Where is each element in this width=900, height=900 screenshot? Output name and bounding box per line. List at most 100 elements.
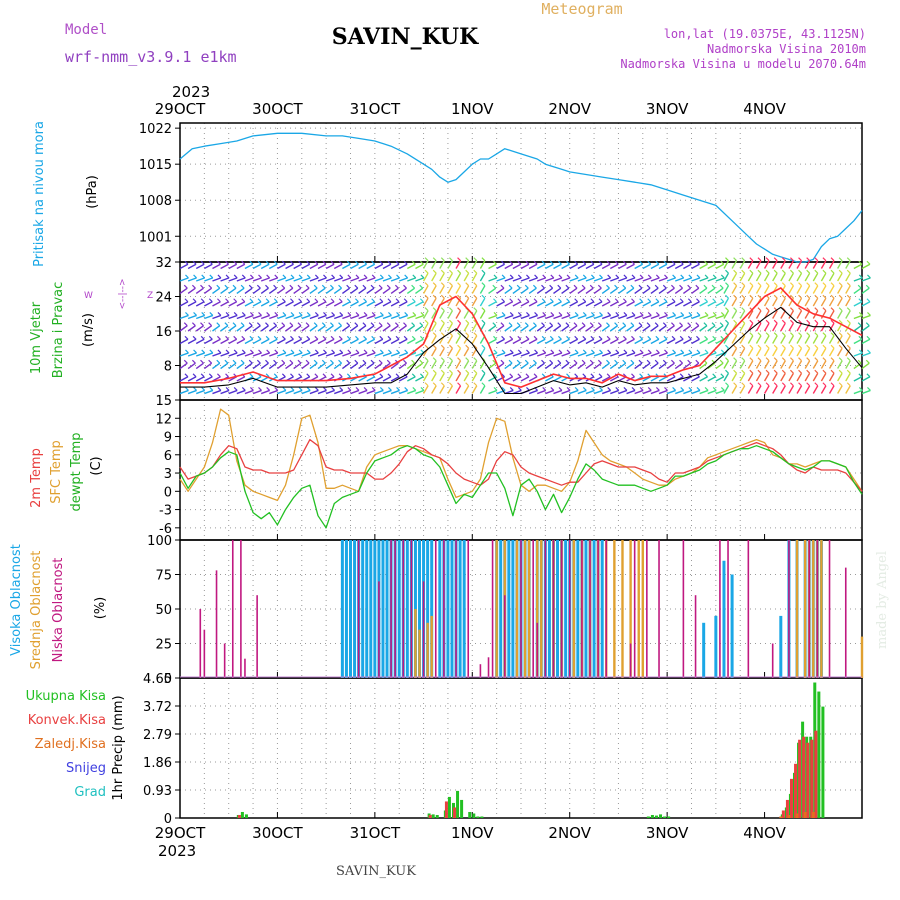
wind-barb [610, 277, 620, 282]
wind-barb-flag [298, 298, 303, 303]
wind-barb-flag [473, 369, 478, 374]
wind-barb-flag [773, 357, 778, 362]
wind-barb-flag [411, 298, 416, 303]
wind-barb [447, 322, 454, 332]
wind-barb [626, 277, 636, 282]
wind-barb [293, 338, 302, 345]
wind-barb-flag [614, 335, 619, 340]
wind-barb-flag [411, 335, 416, 340]
wind-barb-flag [370, 322, 375, 327]
wind-barb [723, 335, 730, 344]
wind-barb-flag [379, 387, 384, 391]
wind-barb-flag [420, 274, 425, 279]
wind-barb [577, 338, 587, 345]
wind-barb [723, 322, 730, 332]
wind-barb [747, 260, 754, 269]
wind-barb-flag [798, 382, 802, 387]
wind-barb [731, 372, 738, 382]
wind-barb-flag [590, 311, 595, 316]
wind-barb-flag [687, 359, 692, 364]
wind-barb [179, 287, 188, 295]
wind-barb-flag [765, 269, 770, 274]
wind-barb-flag [420, 387, 425, 391]
wind-barb [382, 376, 392, 382]
wind-barb [455, 385, 462, 394]
wind-barb-flag [191, 284, 196, 289]
wind-barb-flag [582, 274, 587, 279]
wind-barb-flag [670, 359, 675, 364]
wind-barb [569, 389, 579, 395]
wind-barb-flag [388, 311, 392, 316]
wind-barb [350, 362, 359, 370]
total-precip-bar [476, 816, 480, 818]
wind-barb [390, 263, 400, 270]
total-precip-bar [431, 814, 435, 818]
wind-barb [325, 362, 334, 370]
wind-barb-flag [679, 260, 684, 265]
wind-barb-flag [265, 284, 269, 289]
wind-barb-flag [664, 274, 668, 279]
wind-barb-flag [501, 349, 506, 354]
total-precip-bar [456, 790, 460, 818]
wind-barb [220, 277, 230, 282]
wind-barb [422, 360, 429, 369]
wind-barb [837, 347, 843, 357]
wind-barb-flag [858, 260, 863, 265]
wind-barb [471, 310, 478, 319]
wind-barb-flag [590, 335, 595, 340]
wind-barb-flag [306, 335, 311, 340]
wind-barb-flag [712, 274, 717, 279]
wind-barb-flag [354, 322, 359, 327]
wind-barb-flag [725, 344, 729, 349]
wind-barb-flag [757, 269, 762, 274]
wind-barb-flag [631, 311, 636, 316]
wind-barb-flag [566, 274, 571, 279]
wind-barb-flag [704, 373, 708, 378]
wind-barb-flag [233, 260, 238, 265]
y-tick-label: 32 [155, 256, 172, 271]
wind-barb [577, 362, 586, 370]
wind-barb [504, 301, 514, 307]
wind-barb-flag [606, 335, 611, 340]
wind-barb-flag [814, 257, 819, 262]
wind-barb [837, 360, 843, 369]
wind-barb-flag [322, 373, 327, 378]
wind-barb [334, 352, 343, 357]
wind-barb [755, 285, 762, 294]
wind-barb [325, 277, 335, 282]
wind-barb [755, 335, 762, 344]
wind-barb-flag [355, 335, 359, 340]
wind-barb-flag [258, 311, 262, 316]
wind-barb-flag [858, 274, 863, 279]
wind-barb-flag [741, 307, 746, 312]
wind-barb-flag [614, 260, 619, 265]
frozen-precip-bar [787, 814, 791, 818]
conv-precip-bar [785, 799, 789, 818]
wind-barb-flag [217, 349, 222, 354]
wind-barb-flag [388, 349, 392, 354]
wind-barb-flag [566, 349, 571, 354]
y-tick-label: 3 [164, 467, 172, 482]
wind-barb [626, 362, 635, 370]
wind-barb-flag [457, 307, 461, 312]
wind-barb-flag [858, 335, 863, 340]
wind-barb [390, 325, 399, 332]
wind-barb-flag [798, 319, 802, 324]
wind-barb [788, 260, 795, 269]
wind-barb [520, 287, 529, 295]
wind-barb [195, 287, 204, 295]
wind-barb-flag [822, 282, 827, 287]
wind-barb-flag [582, 373, 587, 378]
wind-barb [374, 301, 384, 307]
wind-barb-flag [696, 274, 701, 279]
time-label-bottom: 1NOV [451, 824, 494, 842]
wind-barb [374, 338, 384, 345]
wind-barb [577, 277, 587, 282]
wind-barb-flag [233, 349, 238, 354]
wind-barb-flag [208, 322, 213, 327]
wind-barb [447, 372, 454, 382]
temp-title-1: 2m Temp [29, 448, 44, 508]
wind-barb-flag [566, 311, 571, 316]
wind-barb-flag [566, 373, 570, 378]
wind-barb-flag [241, 349, 246, 354]
